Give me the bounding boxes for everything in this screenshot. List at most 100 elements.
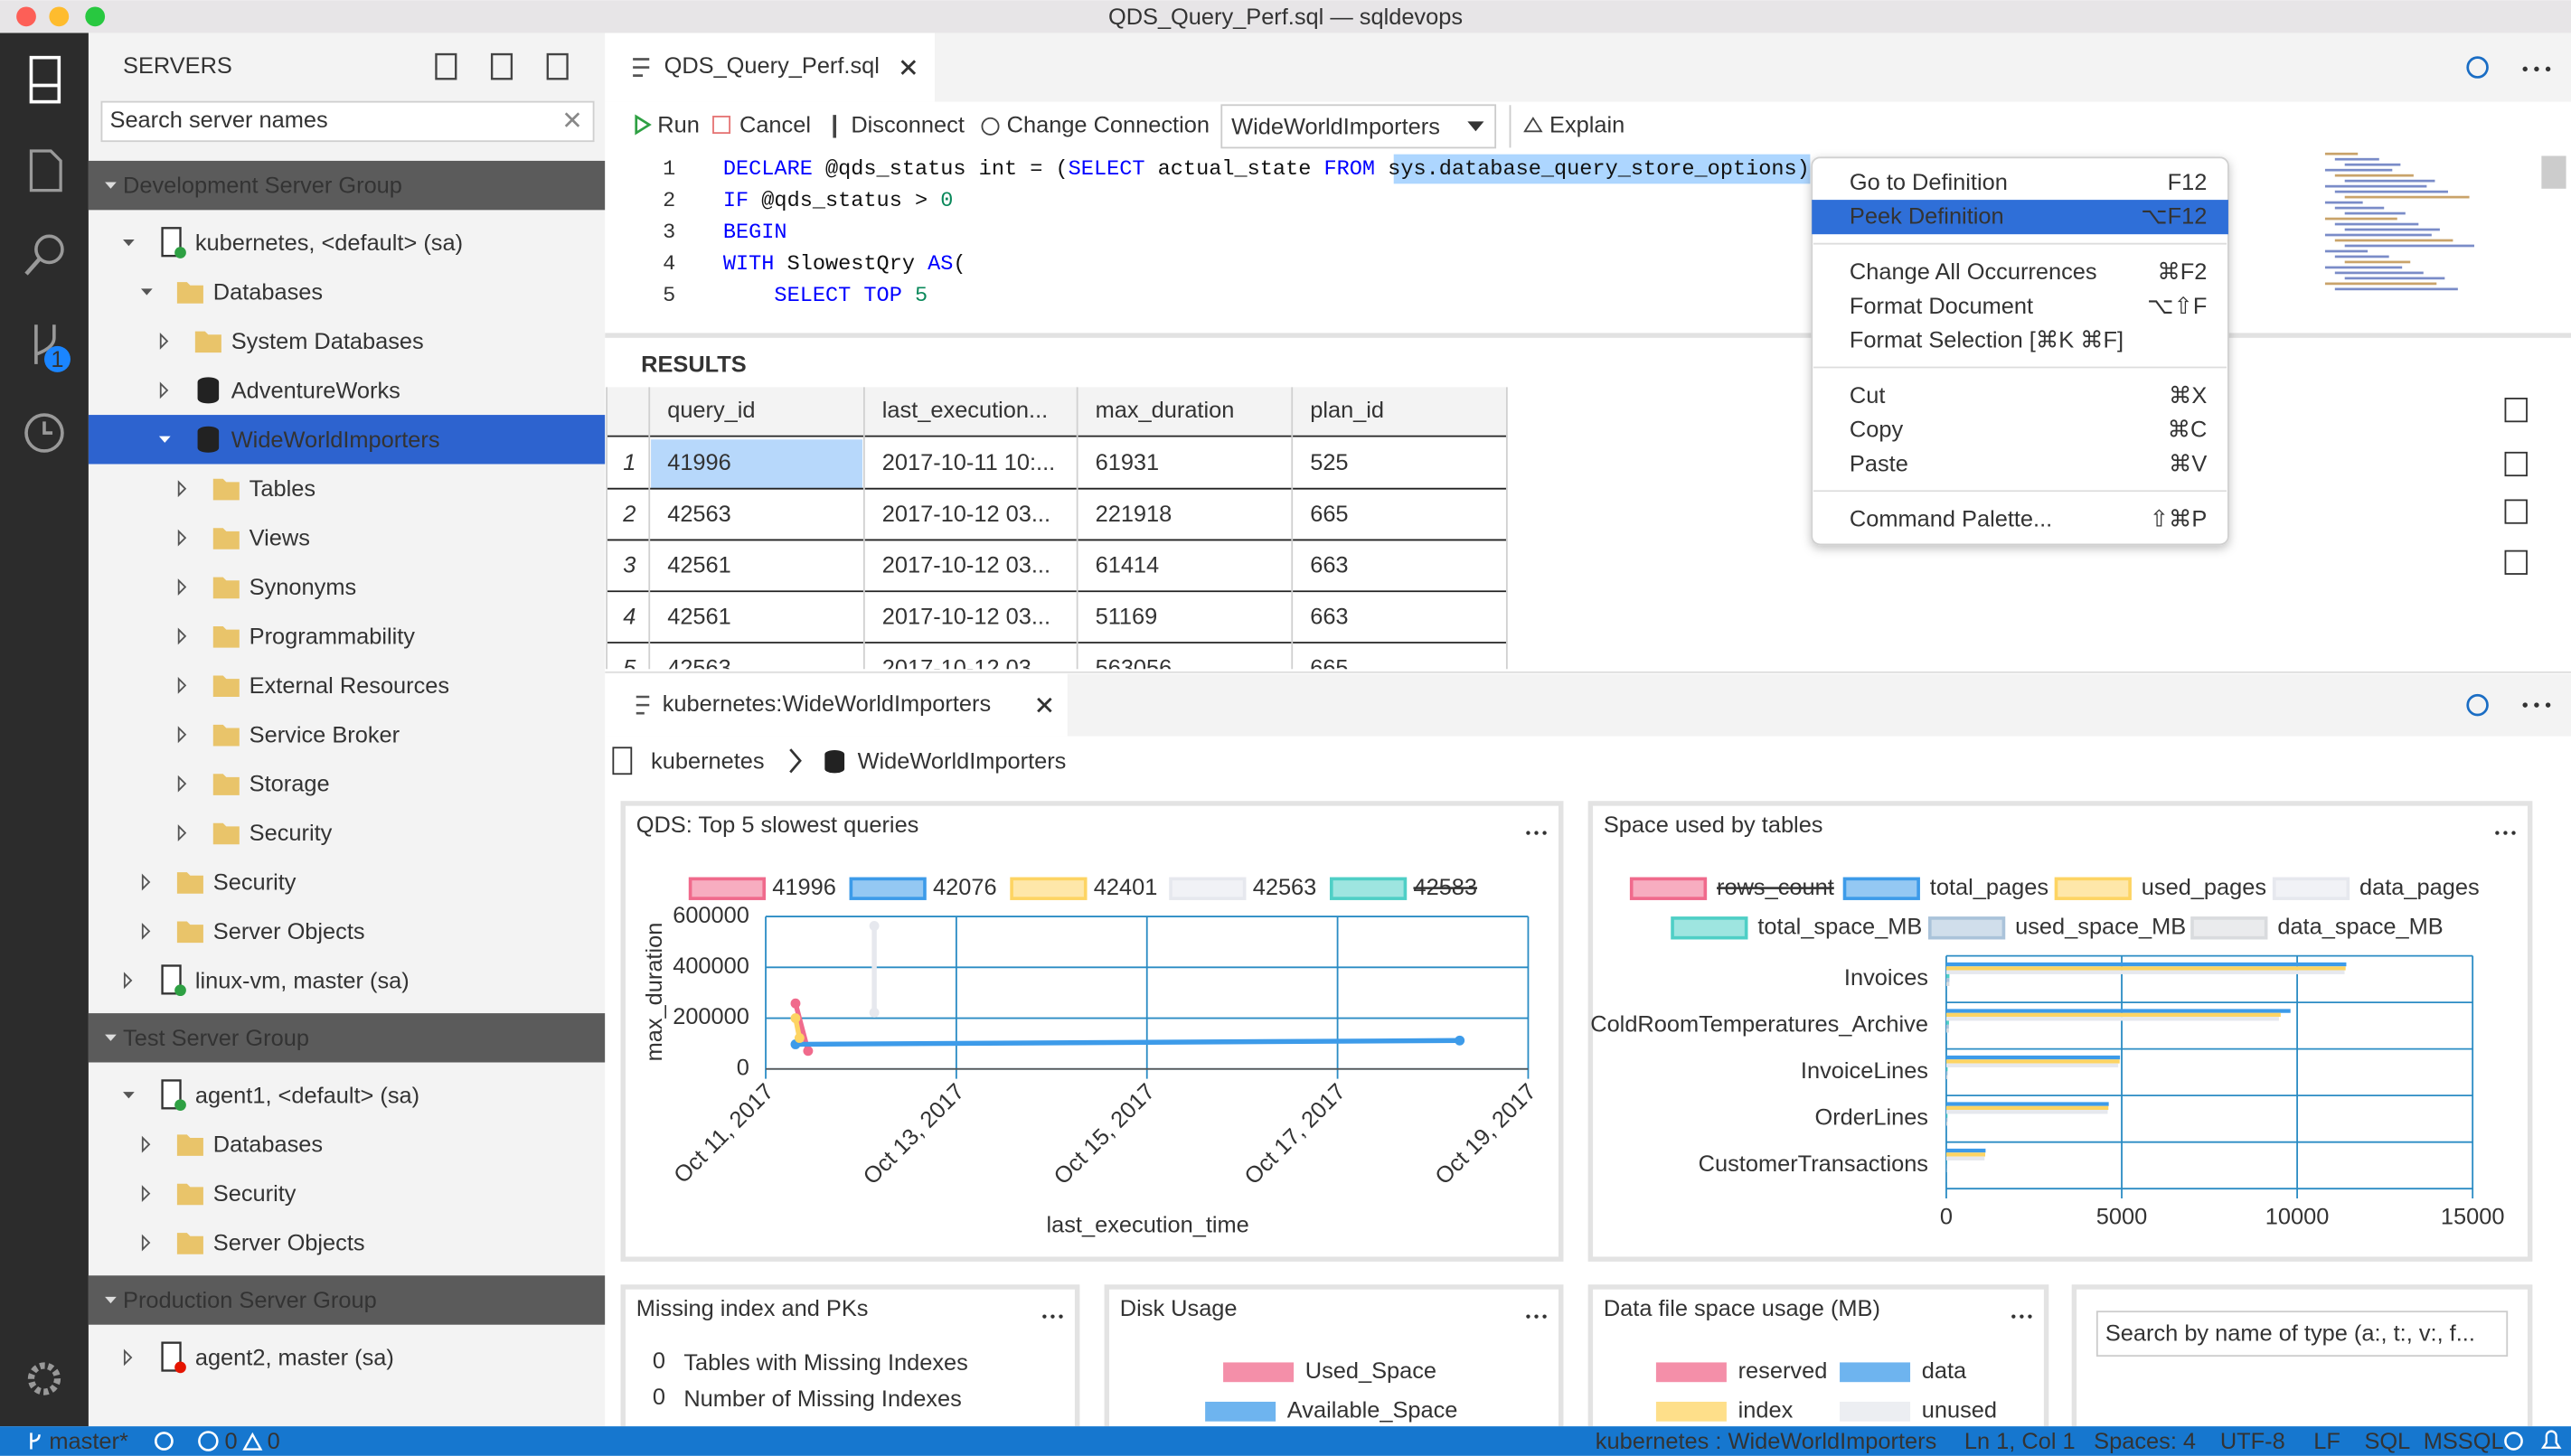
widget-menu[interactable] [1526,831,1530,835]
database-select-value[interactable]: WideWorldImporters [1231,114,1440,139]
cell[interactable]: 61414 [1096,553,1160,578]
cell[interactable]: 41996 [667,450,731,475]
tree-item[interactable]: Programmability [250,624,416,649]
legend-label[interactable]: used_pages [2142,875,2266,900]
change-connection-button[interactable]: Change Connection [1007,113,1210,138]
column-header[interactable]: max_duration [1096,398,1235,423]
cell[interactable]: 663 [1310,604,1348,629]
legend-label[interactable]: unused [1922,1398,1997,1423]
tree-item[interactable]: agent1, <default> (sa) [195,1083,419,1108]
widget-menu[interactable] [2020,1314,2024,1319]
cell[interactable]: 2017-10-12 03... [882,655,1050,681]
cell[interactable]: 51169 [1096,604,1158,629]
column-header[interactable]: query_id [667,398,755,423]
status-item[interactable]: Ln 1, Col 1 [1964,1429,2076,1454]
widget-menu[interactable] [2503,831,2508,835]
legend-label[interactable]: Used_Space [1305,1358,1436,1384]
legend-label[interactable]: data [1922,1358,1967,1384]
legend-label[interactable]: index [1738,1398,1794,1423]
legend-label[interactable]: 42076 [933,875,997,900]
tree-item[interactable]: Tables [250,476,315,502]
legend-label[interactable]: Available_Space [1287,1398,1458,1423]
cell[interactable]: 221918 [1096,502,1172,527]
legend-label[interactable]: reserved [1738,1358,1828,1384]
legend-label[interactable]: total_pages [1930,875,2048,900]
status-item[interactable]: MSSQL [2424,1429,2504,1454]
breadcrumb[interactable]: WideWorldImporters [858,748,1067,774]
search-placeholder[interactable]: Search by name of type (a:, t:, v:, f... [2105,1320,2475,1346]
breadcrumb[interactable]: kubernetes [651,748,765,774]
cell[interactable]: 61931 [1096,450,1160,475]
legend-label[interactable]: 42563 [1253,875,1317,900]
tree-item[interactable]: Server Objects [213,919,365,944]
tree-item[interactable]: Security [250,821,333,846]
disconnect-button[interactable]: Disconnect [851,113,965,138]
tree-item[interactable]: Views [250,526,310,551]
tree-item[interactable]: linux-vm, master (sa) [195,968,410,993]
widget-menu[interactable] [2511,831,2516,835]
tree-item[interactable]: Security [213,870,297,896]
group-label[interactable]: Development Server Group [123,174,402,199]
status-item[interactable]: kubernetes : WideWorldImporters [1596,1429,1936,1454]
menu-item[interactable]: Go to Definition [1850,170,2008,195]
cell[interactable]: 2017-10-12 03... [882,502,1050,527]
widget-menu[interactable] [2495,831,2500,835]
cell[interactable]: 2017-10-11 10:... [882,450,1055,475]
widget-menu[interactable] [1542,831,1547,835]
cell[interactable]: 665 [1310,655,1348,681]
menu-item[interactable]: Command Palette... [1850,507,2052,532]
status-item[interactable]: LF [2313,1429,2340,1454]
cell[interactable]: 525 [1310,450,1348,475]
status-item[interactable]: master* [49,1429,128,1454]
cancel-button[interactable]: Cancel [739,113,811,138]
window-button[interactable] [85,6,106,27]
cell[interactable]: 563056 [1096,655,1172,681]
status-item[interactable]: UTF-8 [2220,1429,2285,1454]
explain-button[interactable]: Explain [1549,113,1625,138]
cell[interactable]: 663 [1310,553,1348,578]
legend-label[interactable]: used_space_MB [2015,914,2186,939]
cell[interactable]: 42561 [667,604,731,629]
cell[interactable]: 2017-10-12 03... [882,604,1050,629]
tree-item[interactable]: System Databases [231,329,424,354]
menu-item[interactable]: Paste [1850,451,1908,476]
widget-menu[interactable] [2011,1314,2016,1319]
tree-item[interactable]: AdventureWorks [231,378,400,403]
menu-item[interactable]: Change All Occurrences [1850,259,2097,285]
widget-menu[interactable] [1050,1314,1055,1319]
tree-item[interactable]: kubernetes, <default> (sa) [195,230,463,256]
legend-label[interactable]: 41996 [772,875,836,900]
run-button[interactable]: Run [657,113,700,138]
tree-item[interactable]: agent2, master (sa) [195,1346,394,1371]
tree-item[interactable]: Service Broker [250,722,400,747]
tree-item[interactable]: Synonyms [250,575,356,600]
menu-item[interactable]: Cut [1850,383,1886,409]
status-item[interactable]: 0 [268,1429,280,1454]
tree-item[interactable]: WideWorldImporters [231,427,440,453]
cell[interactable]: 42561 [667,553,731,578]
legend-label[interactable]: rows_count [1717,875,1834,900]
tree-item[interactable]: External Resources [250,673,449,699]
widget-menu[interactable] [1059,1314,1063,1319]
tree-item[interactable]: Databases [213,280,323,305]
legend-label[interactable]: 42401 [1094,875,1158,900]
widget-menu[interactable] [1534,1314,1539,1319]
tree-item[interactable]: Security [213,1181,297,1207]
tab-title[interactable]: kubernetes:WideWorldImporters [663,691,991,717]
cell[interactable]: 42563 [667,502,731,527]
cell[interactable]: 2017-10-12 03... [882,553,1050,578]
cell[interactable]: 42563 [667,655,731,681]
group-label[interactable]: Production Server Group [123,1288,377,1313]
group-label[interactable]: Test Server Group [123,1026,309,1051]
legend-label[interactable]: data_space_MB [2277,914,2443,939]
tree-item[interactable]: Databases [213,1132,323,1158]
window-button[interactable] [49,6,70,27]
status-item[interactable]: 0 [224,1429,237,1454]
tab-title[interactable]: QDS_Query_Perf.sql [664,53,880,79]
widget-menu[interactable] [1534,831,1539,835]
column-header[interactable]: plan_id [1310,398,1384,423]
widget-menu[interactable] [2028,1314,2032,1319]
menu-item[interactable]: Format Document [1850,294,2033,319]
cell[interactable]: 665 [1310,502,1348,527]
widget-menu[interactable] [1042,1314,1047,1319]
